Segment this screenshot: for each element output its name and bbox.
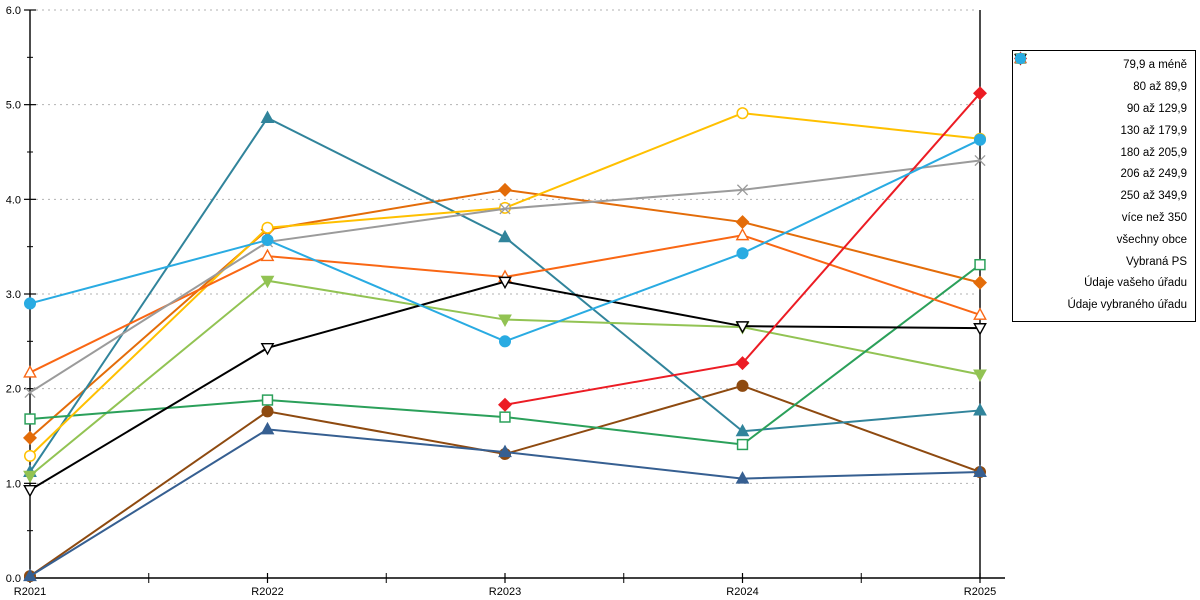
marker-daje-va-eho-adu-R2025 bbox=[973, 86, 987, 101]
marker-daje-va-eho-adu-R2024 bbox=[735, 356, 750, 371]
legend-label: 180 až 205,9 bbox=[1120, 146, 1187, 159]
y-tick-label: 1.0 bbox=[6, 478, 21, 490]
marker-206-a-249-9-R2024 bbox=[736, 438, 749, 451]
legend-item-daje-va-eho-adu: Údaje vašeho úřadu bbox=[1014, 52, 1187, 295]
series-v-echny-obce bbox=[23, 276, 987, 498]
marker-daje-vybran-ho-adu-R2025 bbox=[973, 133, 987, 146]
series-daje-va-eho-adu bbox=[498, 86, 987, 412]
legend-label: 250 až 349,9 bbox=[1120, 190, 1187, 203]
marker-vybran-ps-R2024 bbox=[736, 184, 749, 196]
y-tick-label: 3.0 bbox=[6, 289, 21, 301]
marker-180-a-205-9-R2022 bbox=[260, 275, 275, 289]
x-tick-label: R2025 bbox=[964, 586, 996, 598]
legend-item-v-ce-ne-350: více než 350 bbox=[1014, 51, 1187, 230]
marker-vybran-ps-R2025 bbox=[974, 154, 986, 167]
marker-v-echny-obce-R2023 bbox=[498, 276, 512, 290]
marker-79-9-a-m-n-R2024 bbox=[735, 215, 750, 230]
marker-v-echny-obce-R2021 bbox=[23, 484, 37, 498]
marker-250-a-349-9-R2022 bbox=[261, 221, 274, 234]
marker-130-a-179-9-R2022 bbox=[260, 421, 275, 435]
legend-marker-daje-vybran-ho-adu bbox=[1014, 52, 1027, 65]
marker-250-a-349-9-R2024 bbox=[736, 107, 749, 120]
marker-daje-va-eho-adu-R2023 bbox=[498, 397, 512, 412]
marker-250-a-349-9-R2021 bbox=[23, 449, 37, 462]
y-tick-label: 6.0 bbox=[6, 5, 21, 17]
y-tick-label: 4.0 bbox=[6, 194, 21, 206]
marker-daje-vybran-ho-adu-R2023 bbox=[498, 335, 512, 348]
marker-206-a-249-9-R2023 bbox=[499, 411, 511, 423]
legend-item-vybran-ps: Vybraná PS bbox=[1015, 53, 1187, 273]
marker-v-ce-ne-350-R2024 bbox=[735, 227, 750, 241]
y-tick-label: 0.0 bbox=[6, 573, 21, 585]
legend-label: 79,9 a méně bbox=[1123, 59, 1187, 72]
legend-label: 80 až 89,9 bbox=[1133, 81, 1187, 94]
legend-item-80-a-89-9: 80 až 89,9 bbox=[1014, 52, 1187, 99]
legend-label: více než 350 bbox=[1121, 211, 1187, 224]
x-tick-label: R2024 bbox=[726, 586, 758, 598]
legend-label: všechny obce bbox=[1116, 233, 1187, 246]
legend-item-130-a-179-9: 130 až 179,9 bbox=[1014, 51, 1187, 143]
marker-130-a-179-9-R2021 bbox=[23, 568, 37, 582]
marker-90-a-129-9-R2025 bbox=[973, 402, 987, 416]
marker-vybran-ps-R2021 bbox=[24, 386, 36, 399]
marker-v-echny-obce-R2024 bbox=[735, 321, 750, 334]
marker-daje-vybran-ho-adu-R2024 bbox=[736, 247, 749, 260]
series-206-a-249-9 bbox=[24, 258, 986, 451]
legend-label: Údaje vybraného úřadu bbox=[1067, 299, 1187, 312]
marker-80-a-89-9-R2024 bbox=[736, 379, 749, 392]
x-tick-label: R2021 bbox=[14, 586, 46, 598]
legend-label: Údaje vašeho úřadu bbox=[1084, 277, 1187, 290]
series-90-a-129-9 bbox=[23, 110, 987, 477]
marker-130-a-179-9-R2025 bbox=[973, 464, 987, 477]
marker-90-a-129-9-R2022 bbox=[260, 110, 275, 123]
marker-v-echny-obce-R2025 bbox=[973, 323, 987, 336]
marker-v-ce-ne-350-R2022 bbox=[260, 248, 275, 262]
legend-label: Vybraná PS bbox=[1126, 255, 1187, 268]
marker-daje-vybran-ho-adu-R2021 bbox=[23, 297, 37, 310]
y-tick-label: 5.0 bbox=[6, 100, 21, 112]
legend-label: 130 až 179,9 bbox=[1120, 124, 1187, 137]
marker-180-a-205-9-R2025 bbox=[973, 369, 987, 382]
marker-180-a-205-9-R2023 bbox=[498, 314, 512, 328]
marker-daje-vybran-ho-adu-R2022 bbox=[261, 234, 274, 247]
marker-180-a-205-9-R2021 bbox=[23, 470, 37, 484]
series-130-a-179-9 bbox=[23, 421, 987, 582]
marker-vybran-ps-R2023 bbox=[499, 203, 511, 215]
marker-80-a-89-9-R2022 bbox=[261, 405, 274, 418]
legend-item-250-a-349-9: 250 až 349,9 bbox=[1014, 52, 1187, 208]
legend-item-206-a-249-9: 206 až 249,9 bbox=[1015, 53, 1187, 186]
marker-79-9-a-m-n-R2025 bbox=[973, 275, 987, 290]
legend-circle-icon bbox=[1014, 52, 1027, 65]
marker-v-echny-obce-R2022 bbox=[260, 342, 275, 356]
legend-item-79-9-a-m-n: 79,9 a méně bbox=[1014, 52, 1187, 77]
y-tick-label: 2.0 bbox=[6, 384, 21, 396]
marker-206-a-249-9-R2022 bbox=[261, 394, 274, 406]
legend-item-v-echny-obce: všechny obce bbox=[1014, 53, 1187, 252]
marker-90-a-129-9-R2024 bbox=[735, 423, 750, 437]
x-tick-label: R2022 bbox=[251, 586, 283, 598]
marker-v-ce-ne-350-R2021 bbox=[23, 365, 37, 378]
legend-item-daje-vybran-ho-adu: Údaje vybraného úřadu bbox=[1014, 52, 1187, 317]
legend: 79,9 a méně 80 až 89,9 90 až 129,9 130 až 1… bbox=[1012, 50, 1196, 322]
series-daje-vybran-ho-adu bbox=[23, 133, 987, 348]
legend-label: 90 až 129,9 bbox=[1126, 102, 1187, 115]
marker-79-9-a-m-n-R2023 bbox=[498, 182, 512, 197]
marker-130-a-179-9-R2024 bbox=[735, 471, 750, 484]
marker-206-a-249-9-R2025 bbox=[974, 258, 986, 271]
legend-item-90-a-129-9: 90 až 129,9 bbox=[1014, 51, 1187, 121]
marker-130-a-179-9-R2023 bbox=[498, 444, 512, 458]
legend-item-180-a-205-9: 180 až 205,9 bbox=[1014, 53, 1187, 164]
marker-79-9-a-m-n-R2021 bbox=[23, 430, 37, 445]
legend-label: 206 až 249,9 bbox=[1120, 168, 1187, 181]
x-tick-label: R2023 bbox=[489, 586, 521, 598]
marker-206-a-249-9-R2021 bbox=[24, 413, 36, 425]
marker-v-ce-ne-350-R2025 bbox=[973, 307, 987, 320]
marker-90-a-129-9-R2023 bbox=[498, 229, 512, 243]
